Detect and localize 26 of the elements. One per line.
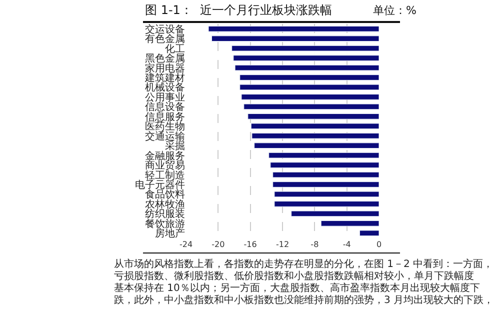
y-tick-label: 信息设备 xyxy=(145,101,185,114)
y-tick-label: 化工 xyxy=(165,42,185,55)
y-tick-label: 交通运输 xyxy=(145,130,185,142)
x-tick-label: -20 xyxy=(212,240,225,249)
y-tick-label: 有色金属 xyxy=(145,33,185,46)
text: 基本保持在 10％以内；另一方面，大盘股指数、高市盈率指数本月出现较大幅度下 xyxy=(114,282,480,294)
text: 从市场的风格指数上看，各指数的走势存在明显的分化，在图 1－2 中看到：一方面， xyxy=(114,258,494,270)
y-tick-label: 电子元器件 xyxy=(135,179,185,191)
x-tick-label: -16 xyxy=(244,240,257,249)
chart-title: 图 1-1： 近一个月行业板块涨跌幅 xyxy=(145,3,332,17)
x-tick-label: -12 xyxy=(276,240,290,249)
y-tick-label: 餐饮旅游 xyxy=(145,218,185,230)
text: 跌，此外，中小盘指数和中小板指数也没能维持前期的强势，3 月均出现较大的下跌， xyxy=(114,294,494,306)
x-tick-label: -4 xyxy=(342,240,351,249)
y-tick-label: 信息服务 xyxy=(145,110,185,123)
y-tick-label: 房地产 xyxy=(155,228,185,240)
text: 亏损股指数、微利股指数、低价股指数和小盘股指数跌幅相对较小，单月下跌幅度 xyxy=(114,270,474,282)
x-tick-label: -8 xyxy=(310,240,319,249)
y-tick-label: 公用事业 xyxy=(145,91,185,104)
x-tick-label: 0 xyxy=(376,240,382,249)
y-tick-label: 采掘 xyxy=(165,140,185,152)
y-tick-label: 轻工制造 xyxy=(145,169,185,182)
y-tick-label: 交运设备 xyxy=(145,23,185,36)
text: 单位：% xyxy=(373,4,416,17)
y-tick-label: 家用电器 xyxy=(145,62,185,74)
x-tick-label: -24 xyxy=(179,240,193,249)
